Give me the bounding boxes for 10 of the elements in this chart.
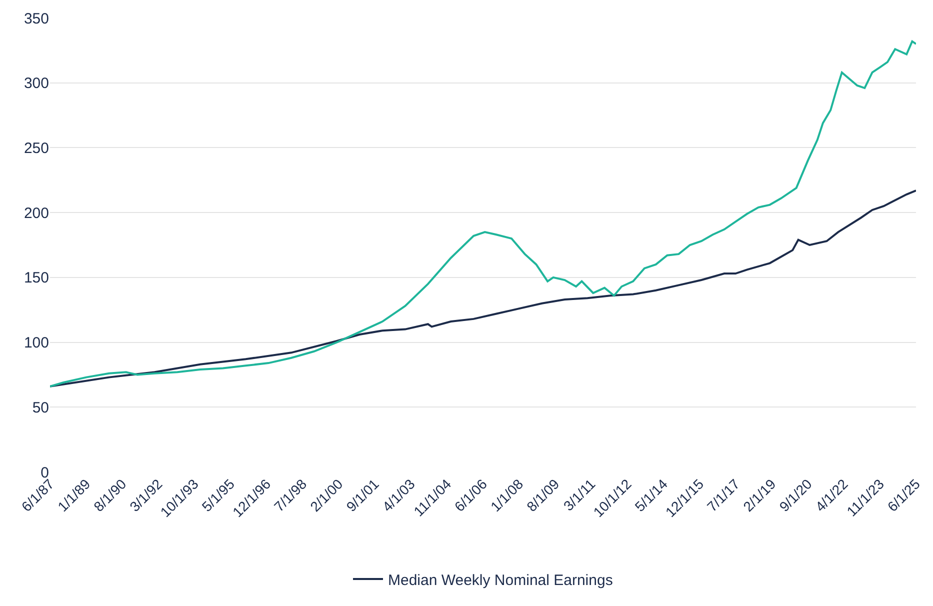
line-series xyxy=(50,190,916,388)
y-tick-label: 150 xyxy=(24,270,49,287)
y-tick-label: 250 xyxy=(24,140,49,157)
y-tick-label: 100 xyxy=(24,334,49,352)
y-tick-label: 50 xyxy=(32,399,49,416)
legend-label: Median Weekly Nominal Earnings xyxy=(388,572,613,589)
line-series xyxy=(50,40,916,388)
y-tick-label: 200 xyxy=(24,204,49,222)
y-tick-label: 300 xyxy=(24,75,49,92)
y-tick-label: 350 xyxy=(24,10,49,28)
